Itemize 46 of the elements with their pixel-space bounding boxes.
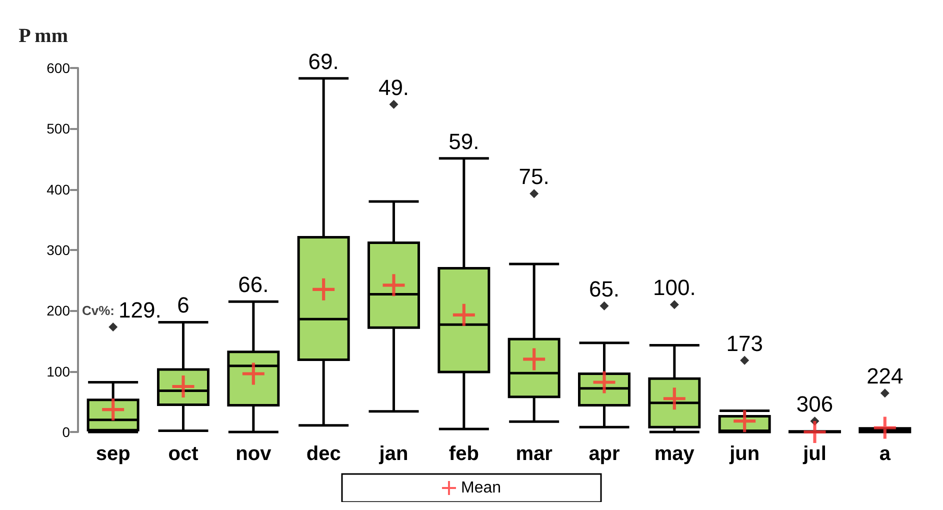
annotation: 306 xyxy=(796,392,834,417)
y-tick-label: 500 xyxy=(46,120,70,137)
x-tick-label: apr xyxy=(588,443,620,465)
annotation: 129. xyxy=(118,298,162,323)
x-tick-label: may xyxy=(654,443,696,465)
x-tick-label: dec xyxy=(306,443,341,465)
annotation: 224 xyxy=(866,364,904,389)
x-tick-label: feb xyxy=(448,443,479,465)
y-tick-label: 600 xyxy=(46,60,70,76)
annotation: 59. xyxy=(448,128,480,154)
point xyxy=(523,348,546,370)
point xyxy=(312,278,335,300)
annotation: 100. xyxy=(653,275,696,300)
annotation: 66. xyxy=(238,272,269,298)
point xyxy=(593,371,616,394)
y-tick-label: 0 xyxy=(62,424,70,440)
annotation: 49. xyxy=(378,74,410,100)
x-tick-label: mar xyxy=(516,443,553,465)
annotation: 65. xyxy=(588,276,620,302)
point xyxy=(242,362,264,385)
point xyxy=(172,376,194,398)
point xyxy=(734,410,756,432)
x-tick-label: jun xyxy=(728,443,760,465)
y-tick-label: 300 xyxy=(46,242,70,258)
x-tick-label: sep xyxy=(96,443,130,465)
point xyxy=(874,416,896,439)
point xyxy=(452,304,475,326)
point xyxy=(382,274,405,296)
annotation: 173 xyxy=(726,330,763,356)
point xyxy=(663,388,686,410)
x-tick-label: jul xyxy=(802,443,826,465)
y-tick-label: 100 xyxy=(46,363,70,380)
annotation: 75. xyxy=(518,164,550,190)
legend-label: Mean xyxy=(460,480,502,496)
x-tick-label: jan xyxy=(378,443,408,465)
point xyxy=(804,421,826,443)
y-axis-title: P mm xyxy=(18,25,68,47)
x-tick-label: oct xyxy=(168,443,199,465)
annotation: Cv%: xyxy=(82,303,115,318)
annotation: 69. xyxy=(308,48,339,74)
y-tick-label: 400 xyxy=(46,181,70,198)
annotation: 6 xyxy=(177,292,190,318)
y-tick-label: 200 xyxy=(46,302,70,319)
point xyxy=(102,398,124,421)
x-tick-label: nov xyxy=(236,443,272,465)
x-tick-label: a xyxy=(879,443,892,465)
